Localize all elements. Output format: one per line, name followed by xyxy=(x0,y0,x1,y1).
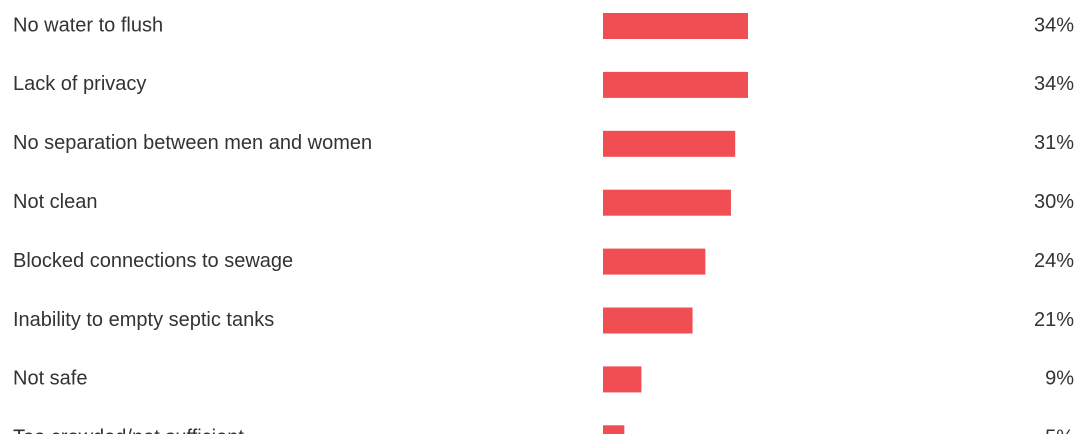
bar xyxy=(603,248,706,275)
bar xyxy=(603,189,731,216)
value-label: 9% xyxy=(1045,368,1074,390)
value-label: 31% xyxy=(1034,132,1074,154)
value-label: 34% xyxy=(1034,73,1074,95)
value-label: 5% xyxy=(1045,427,1074,434)
value-label: 34% xyxy=(1034,14,1074,36)
value-label: 24% xyxy=(1034,250,1074,272)
bar xyxy=(603,366,642,393)
category-label: Not clean xyxy=(13,191,98,213)
category-label: No water to flush xyxy=(13,14,163,36)
bar xyxy=(603,130,736,157)
bar xyxy=(603,307,693,334)
value-label: 30% xyxy=(1034,191,1074,213)
bar xyxy=(603,71,748,98)
category-label: No separation between men and women xyxy=(13,132,372,154)
category-label: Too crowded/not sufficient xyxy=(13,427,244,434)
category-label: Not safe xyxy=(13,368,87,390)
bar xyxy=(603,425,625,434)
category-label: Blocked connections to sewage xyxy=(13,250,293,272)
bar xyxy=(603,13,748,39)
category-label: Lack of privacy xyxy=(13,73,146,95)
value-label: 21% xyxy=(1034,309,1074,331)
category-label: Inability to empty septic tanks xyxy=(13,309,274,331)
